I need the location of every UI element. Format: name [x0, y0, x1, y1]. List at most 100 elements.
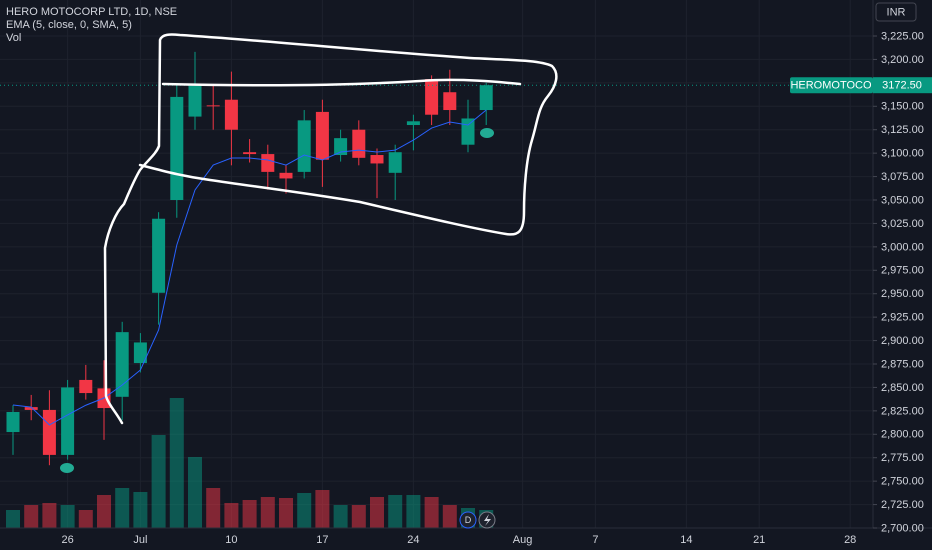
candle-body: [352, 129, 366, 158]
candle-body: [243, 152, 257, 155]
y-tick-label: 3,025.00: [881, 218, 924, 230]
volume-bar: [315, 490, 330, 528]
volume-bar: [206, 488, 221, 528]
symbol-box: [790, 77, 873, 94]
candle-body: [224, 99, 238, 130]
grid: [0, 0, 873, 529]
lightning-icon: [484, 514, 491, 526]
candle-body: [425, 79, 439, 115]
volume-bar: [24, 505, 39, 528]
candle-body: [6, 411, 20, 433]
y-tick-label: 2,875.00: [881, 358, 924, 370]
candle-body: [170, 96, 184, 200]
volume-bar: [6, 510, 20, 528]
y-tick-label: 2,700.00: [881, 522, 924, 534]
x-tick-label: 14: [680, 534, 692, 546]
volume-bar: [60, 505, 75, 528]
candle-body: [188, 85, 202, 117]
candle-body: [406, 121, 420, 126]
candle-body: [133, 342, 147, 364]
candle-body: [24, 407, 38, 410]
y-tick-label: 2,925.00: [881, 312, 924, 324]
x-tick-label: 17: [316, 534, 328, 546]
volume-bar: [406, 495, 421, 528]
symbol-label: HEROMOTOCO: [790, 80, 872, 92]
time-axis: 26 Jul 10 17 24 Aug 7 14 21 28: [61, 534, 856, 546]
candle-body: [261, 154, 275, 172]
candle-body: [61, 387, 75, 455]
dividend-badge-label[interactable]: D: [465, 515, 472, 525]
volume-bar: [151, 435, 166, 528]
flag-annotation: [103, 33, 558, 425]
volume-bar: [279, 498, 293, 528]
y-tick-label: 2,950.00: [881, 288, 924, 300]
last-price-label: 3172.50: [882, 80, 922, 92]
x-tick-label: 26: [61, 534, 73, 546]
volume-bar: [97, 495, 111, 528]
indicator-legend: EMA (5, close, 0, SMA, 5): [6, 19, 132, 31]
y-tick-label: 2,825.00: [881, 405, 924, 417]
x-tick-label: 10: [225, 534, 237, 546]
y-tick-label: 3,225.00: [881, 30, 924, 42]
currency-label[interactable]: INR: [887, 6, 906, 18]
candle-body: [370, 155, 384, 164]
chart-title: HERO MOTOCORP LTD, 1D, NSE: [6, 6, 177, 18]
dividend-badge[interactable]: [459, 511, 477, 529]
y-tick-label: 2,750.00: [881, 476, 924, 488]
y-tick-label: 3,000.00: [881, 241, 924, 253]
volume-bar: [333, 505, 348, 528]
y-tick-label: 2,775.00: [881, 452, 924, 464]
candle-layer: [6, 51, 493, 466]
marker-dot: [480, 128, 494, 138]
x-tick-label: Aug: [513, 534, 533, 546]
y-tick-label: 2,900.00: [881, 335, 924, 347]
y-tick-label: 2,725.00: [881, 499, 924, 511]
ema-line: [12, 109, 487, 426]
y-tick-label: 3,100.00: [881, 148, 924, 160]
x-tick-label: 28: [844, 534, 856, 546]
candle-body: [479, 85, 493, 111]
candle-body: [115, 332, 129, 397]
volume-bar: [133, 492, 148, 528]
y-tick-label: 2,800.00: [881, 429, 924, 441]
resistance-annotation: [161, 78, 522, 87]
volume-bar: [115, 488, 130, 528]
volume-bar: [224, 503, 239, 528]
volume-bar: [188, 457, 202, 528]
y-tick-label: 2,975.00: [881, 265, 924, 277]
candle-body: [443, 92, 457, 111]
price-axis: 2,700.00 2,725.00 2,750.00 2,775.00 2,800.00…: [873, 30, 924, 534]
marker-dot: [60, 463, 74, 473]
volume-bar: [370, 497, 384, 528]
currency-button[interactable]: [875, 2, 917, 22]
volume-bar: [242, 500, 257, 528]
candle-body: [461, 118, 475, 145]
volume-bar: [297, 493, 312, 528]
volume-bar: [169, 398, 184, 528]
volume-bar: [260, 497, 275, 528]
x-tick-label: Jul: [133, 534, 147, 546]
y-tick-label: 2,850.00: [881, 382, 924, 394]
volume-bar: [78, 510, 93, 528]
candle-body: [152, 218, 166, 293]
candle-body: [42, 409, 56, 455]
price-tag: HEROMOTOCO 3172.50: [790, 77, 932, 94]
candle-body: [206, 105, 220, 107]
candle-body: [315, 111, 329, 160]
volume-bar: [351, 505, 366, 528]
candle-body: [334, 138, 348, 156]
volume-bar: [424, 497, 439, 528]
last-price-box: [873, 77, 932, 94]
candle-body: [79, 379, 93, 394]
volume-legend: Vol: [6, 32, 21, 44]
y-tick-label: 3,150.00: [881, 101, 924, 113]
volume-bar: [42, 503, 57, 528]
y-tick-label: 3,200.00: [881, 54, 924, 66]
y-tick-label: 3,125.00: [881, 124, 924, 136]
y-tick-label: 3,050.00: [881, 194, 924, 206]
x-tick-label: 7: [592, 534, 598, 546]
y-tick-label: 3,075.00: [881, 171, 924, 183]
candle-body: [388, 152, 402, 173]
x-tick-label: 21: [753, 534, 765, 546]
